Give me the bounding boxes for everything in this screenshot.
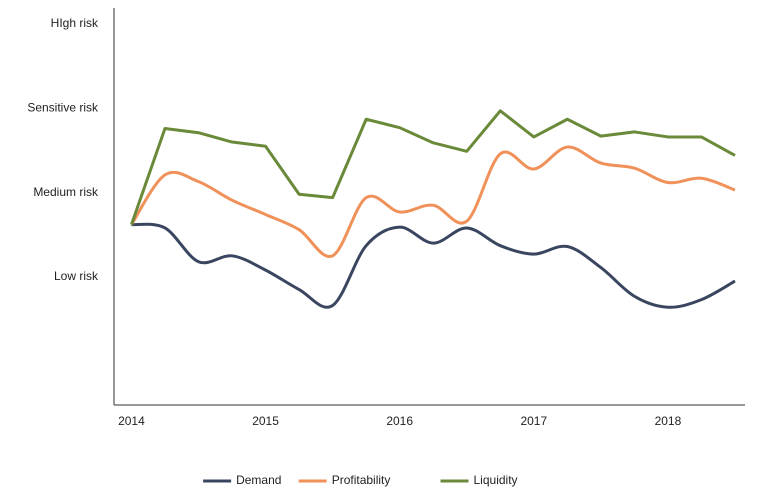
x-tick-label: 2015 bbox=[252, 414, 279, 428]
series-line bbox=[130, 145, 736, 258]
x-tick-label: 2016 bbox=[386, 414, 413, 428]
x-tick-label: 2017 bbox=[520, 414, 547, 428]
legend-label: Liquidity bbox=[474, 473, 518, 487]
y-tick-label: Low risk bbox=[54, 269, 99, 283]
series-line bbox=[130, 109, 736, 226]
legend-label: Demand bbox=[236, 473, 281, 487]
x-tick-label: 2018 bbox=[655, 414, 682, 428]
x-tick-label: 2014 bbox=[118, 414, 145, 428]
series-line bbox=[131, 222, 736, 309]
y-tick-label: HIgh risk bbox=[51, 16, 99, 30]
legend-label: Profitability bbox=[332, 473, 391, 487]
y-tick-label: Sensitive risk bbox=[27, 100, 99, 114]
y-tick-label: Medium risk bbox=[33, 185, 99, 199]
